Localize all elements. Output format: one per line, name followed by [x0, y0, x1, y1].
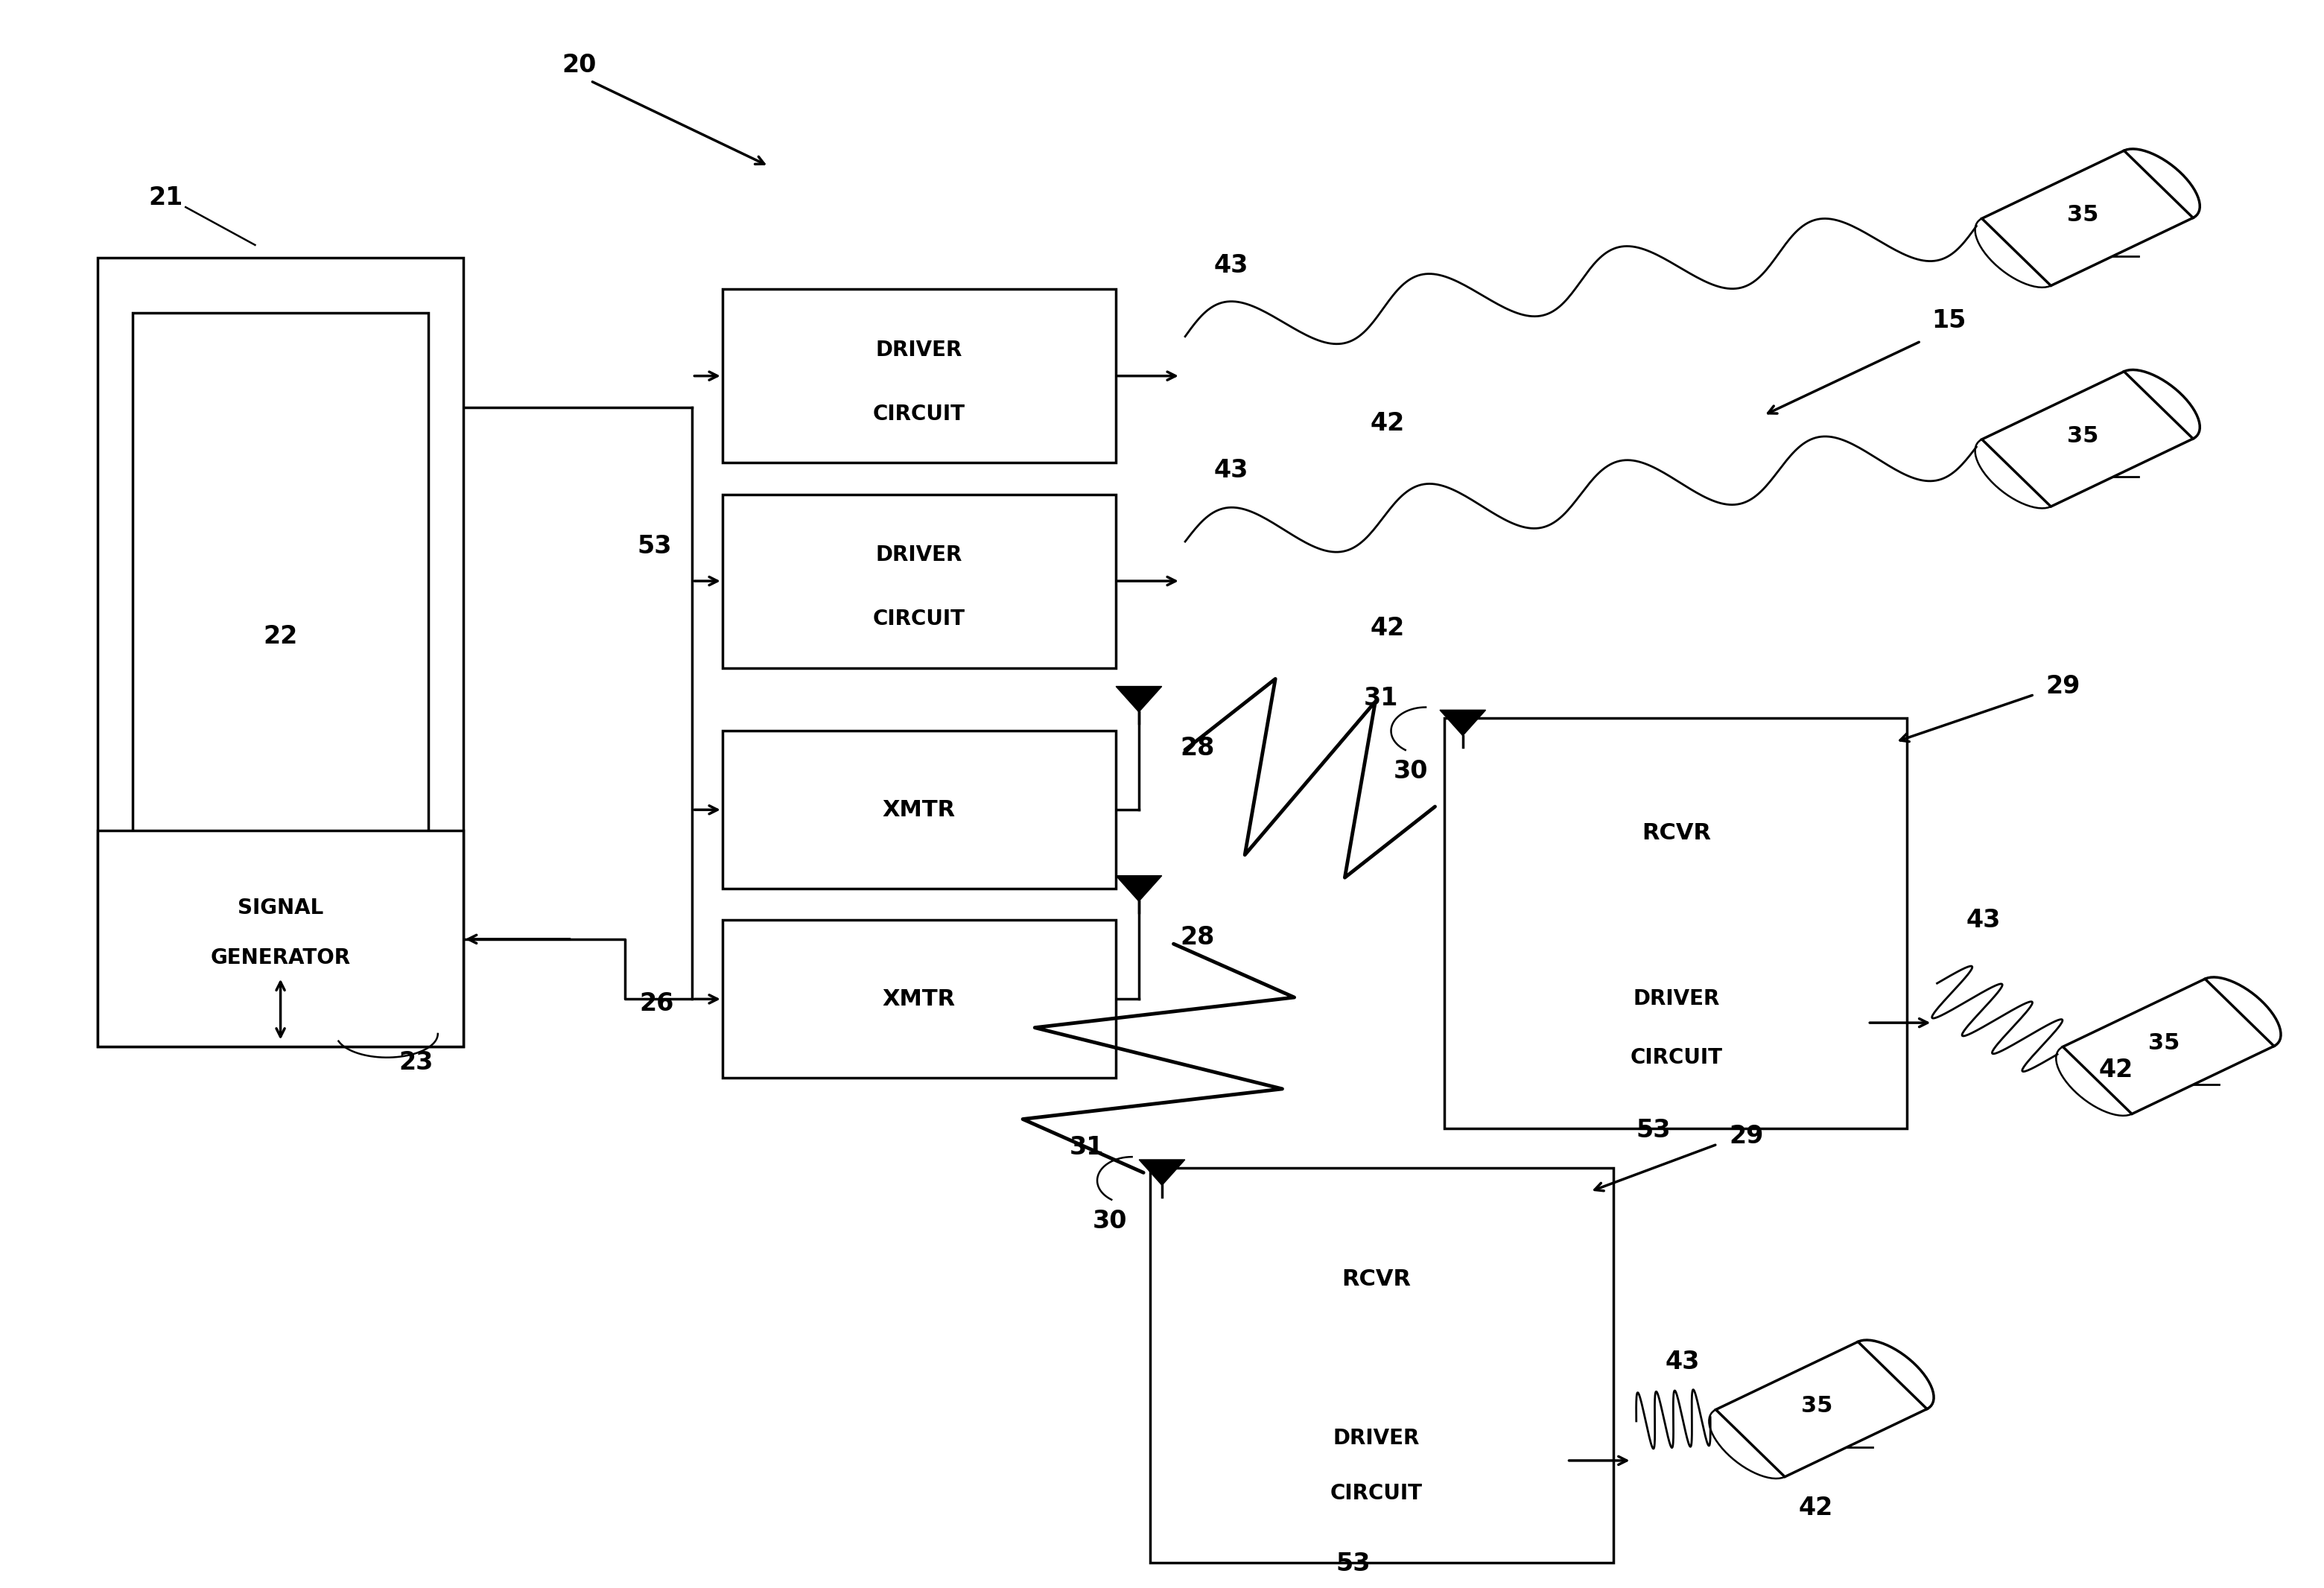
Text: 22: 22 [263, 624, 297, 648]
Text: 21: 21 [149, 186, 184, 210]
Text: CIRCUIT: CIRCUIT [874, 608, 964, 629]
Polygon shape [1982, 151, 2194, 286]
Polygon shape [1715, 1342, 1927, 1477]
Text: 35: 35 [2147, 1032, 2180, 1054]
Text: DRIVER: DRIVER [1634, 989, 1720, 1010]
Text: DRIVER: DRIVER [876, 340, 962, 360]
Bar [723, 730, 1116, 889]
Text: 43: 43 [1213, 252, 1248, 278]
Text: DRIVER: DRIVER [1332, 1428, 1420, 1448]
Bar [98, 257, 462, 1046]
Text: RCVR: RCVR [1341, 1269, 1411, 1289]
Text: 35: 35 [1801, 1396, 1834, 1416]
Polygon shape [1441, 710, 1485, 735]
Bar [1443, 718, 1908, 1129]
Text: 26: 26 [639, 991, 674, 1016]
Text: 35: 35 [2066, 426, 2099, 446]
Text: 30: 30 [1092, 1208, 1127, 1234]
Text: 42: 42 [1799, 1496, 1834, 1520]
Text: 43: 43 [1966, 908, 2001, 932]
Text: 28: 28 [1181, 924, 1215, 950]
Polygon shape [2064, 978, 2273, 1113]
Polygon shape [1139, 1159, 1185, 1185]
Text: SIGNAL: SIGNAL [237, 897, 323, 918]
Bar [1185, 1386, 1566, 1536]
Text: RCVR: RCVR [1643, 823, 1710, 845]
Text: CIRCUIT: CIRCUIT [1329, 1483, 1422, 1504]
Bar [1185, 1204, 1566, 1355]
Bar [132, 313, 428, 975]
Text: CIRCUIT: CIRCUIT [874, 403, 964, 424]
Bar [1485, 754, 1868, 913]
Text: 28: 28 [1181, 735, 1215, 761]
Polygon shape [1116, 686, 1162, 711]
Text: 53: 53 [1336, 1551, 1371, 1577]
Text: 15: 15 [1931, 308, 1966, 333]
Text: CIRCUIT: CIRCUIT [1631, 1046, 1722, 1067]
Text: 20: 20 [562, 52, 597, 78]
Bar [723, 289, 1116, 462]
Bar [1150, 1167, 1613, 1563]
Text: 53: 53 [637, 534, 672, 559]
Bar [723, 494, 1116, 669]
Bar [98, 831, 462, 1046]
Text: 42: 42 [2099, 1058, 2133, 1083]
Text: XMTR: XMTR [883, 988, 955, 1010]
Text: 30: 30 [1394, 759, 1427, 784]
Text: 31: 31 [1364, 686, 1399, 710]
Polygon shape [1982, 372, 2194, 507]
Text: GENERATOR: GENERATOR [211, 948, 351, 969]
Text: DRIVER: DRIVER [876, 545, 962, 565]
Text: 29: 29 [1729, 1124, 1764, 1148]
Text: 53: 53 [1636, 1118, 1671, 1142]
Text: 23: 23 [397, 1050, 432, 1075]
Text: 43: 43 [1666, 1350, 1699, 1374]
Text: 43: 43 [1213, 459, 1248, 483]
Text: XMTR: XMTR [883, 799, 955, 821]
Text: 42: 42 [1371, 616, 1404, 640]
Text: 31: 31 [1069, 1135, 1104, 1159]
Text: 42: 42 [1371, 411, 1404, 435]
Bar [723, 919, 1116, 1078]
Bar [1485, 943, 1868, 1102]
Text: 35: 35 [2066, 205, 2099, 225]
Text: 29: 29 [2045, 675, 2080, 699]
Polygon shape [1116, 875, 1162, 902]
